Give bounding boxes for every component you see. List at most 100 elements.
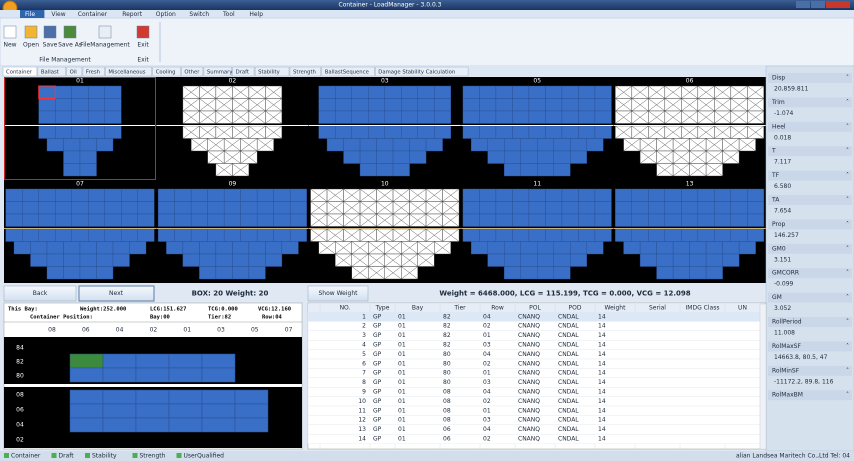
container-slot-filled bbox=[462, 85, 480, 99]
cell: CNANQ bbox=[518, 370, 540, 377]
menu-item[interactable]: Report bbox=[122, 11, 143, 18]
tab[interactable] bbox=[203, 66, 232, 77]
column-header[interactable]: POD bbox=[569, 305, 582, 312]
tab-label[interactable]: Other bbox=[184, 69, 200, 75]
show-weight-label[interactable]: Show Weight bbox=[319, 290, 359, 297]
container-slot-filled bbox=[104, 201, 122, 215]
slot-cross bbox=[376, 213, 394, 227]
container-slot-filled bbox=[63, 266, 81, 280]
maximize-button[interactable] bbox=[811, 1, 825, 8]
tab[interactable] bbox=[66, 66, 83, 77]
ribbon-button-label[interactable]: Exit bbox=[137, 42, 149, 49]
collapse-arrow: ˄ bbox=[846, 343, 849, 350]
tab[interactable] bbox=[2, 66, 38, 77]
property-header bbox=[768, 219, 852, 230]
menu-item[interactable]: Help bbox=[249, 11, 263, 18]
tab-label[interactable]: Damage Stability Calculation bbox=[378, 69, 455, 75]
column-header[interactable]: UN bbox=[738, 305, 747, 312]
button-icon[interactable] bbox=[43, 25, 57, 39]
tab-label[interactable]: Oil bbox=[70, 69, 77, 75]
container-slot-filled bbox=[289, 228, 307, 242]
tab[interactable] bbox=[105, 66, 152, 77]
tab[interactable] bbox=[82, 66, 105, 77]
column-header[interactable]: POL bbox=[529, 305, 541, 312]
menu-item[interactable]: Container bbox=[78, 11, 108, 18]
container-slot-filled bbox=[520, 150, 538, 164]
slot-cross bbox=[681, 85, 698, 99]
tab[interactable] bbox=[375, 66, 469, 77]
container-slot-filled bbox=[63, 253, 81, 267]
cell: 82 bbox=[443, 342, 451, 349]
ribbon-button-label[interactable]: Save As bbox=[58, 42, 82, 49]
status-item[interactable]: Strength bbox=[140, 453, 166, 460]
tab[interactable] bbox=[321, 66, 375, 77]
tab[interactable] bbox=[37, 66, 66, 77]
tab-label[interactable]: Ballast bbox=[41, 69, 59, 75]
property-value: 146.257 bbox=[774, 232, 799, 239]
menu-item[interactable]: Tool bbox=[222, 11, 235, 18]
slot-cross bbox=[215, 163, 233, 177]
back-label[interactable]: Back bbox=[33, 290, 48, 297]
column-header[interactable]: Weight bbox=[605, 305, 627, 312]
button-icon[interactable] bbox=[24, 25, 38, 39]
tab-label[interactable]: Draft bbox=[236, 69, 249, 75]
minimize-button[interactable] bbox=[796, 1, 810, 8]
container-slot-filled bbox=[232, 241, 250, 255]
status-item[interactable]: Draft bbox=[59, 453, 75, 460]
button-icon[interactable] bbox=[136, 25, 150, 39]
column-header[interactable]: IMDG Class bbox=[686, 305, 720, 312]
tab-label[interactable]: Miscellaneous bbox=[108, 69, 145, 75]
property-label: Trim bbox=[771, 99, 785, 106]
tab[interactable] bbox=[181, 66, 204, 77]
scrollbar[interactable] bbox=[759, 303, 767, 450]
tab-label[interactable]: BallastSequence bbox=[325, 69, 369, 75]
tab[interactable] bbox=[289, 66, 322, 77]
container-slot-filled bbox=[495, 125, 513, 139]
status-item[interactable]: Container bbox=[11, 453, 41, 460]
column-header[interactable]: Bay bbox=[412, 305, 424, 312]
container-slot-filled bbox=[351, 85, 369, 99]
status-bar bbox=[0, 451, 854, 461]
tab-label[interactable]: Container bbox=[6, 69, 33, 75]
tab[interactable] bbox=[152, 66, 181, 77]
back-button[interactable] bbox=[3, 285, 77, 302]
ribbon-button-label[interactable]: New bbox=[3, 42, 16, 49]
menu-item[interactable]: File bbox=[25, 11, 35, 18]
tab-label[interactable]: Strength bbox=[293, 69, 316, 75]
collapse-arrow: ˄ bbox=[846, 245, 849, 252]
close-button[interactable] bbox=[826, 1, 850, 8]
container-slot-filled bbox=[417, 85, 435, 99]
column-header[interactable]: Row bbox=[491, 305, 504, 312]
button-icon[interactable] bbox=[63, 25, 77, 39]
slot-cross bbox=[248, 85, 266, 99]
button-icon[interactable] bbox=[98, 25, 112, 39]
next-button[interactable] bbox=[78, 285, 155, 302]
collapse-arrow: ˄ bbox=[846, 75, 849, 82]
column-header[interactable]: Serial bbox=[649, 305, 666, 312]
status-item[interactable]: Stability bbox=[92, 453, 117, 460]
ribbon-button-label[interactable]: Save bbox=[43, 42, 58, 49]
property-label: TA bbox=[771, 197, 780, 204]
next-label[interactable]: Next bbox=[109, 290, 124, 297]
menu-item[interactable]: View bbox=[51, 11, 65, 18]
tab[interactable] bbox=[232, 66, 255, 77]
collapse-arrow: ˄ bbox=[846, 99, 849, 106]
menu-item[interactable]: Option bbox=[156, 11, 176, 18]
container-slot-filled bbox=[471, 241, 488, 255]
column-header[interactable]: Type bbox=[375, 305, 390, 312]
menu-item[interactable]: Switch bbox=[189, 11, 209, 18]
column-header[interactable]: NO. bbox=[340, 305, 351, 312]
status-item[interactable]: UserQualified bbox=[184, 453, 225, 460]
tab-label[interactable]: Stability bbox=[258, 69, 280, 75]
button-icon[interactable] bbox=[3, 25, 17, 39]
column-header[interactable]: Tier bbox=[453, 305, 466, 312]
tab-label[interactable]: Summary bbox=[207, 69, 233, 75]
ribbon-button-label[interactable]: Open bbox=[23, 42, 39, 49]
container-slot-filled bbox=[586, 241, 604, 255]
show-weight-button[interactable] bbox=[307, 285, 369, 302]
slot-cross bbox=[265, 85, 283, 99]
tab-label[interactable]: Fresh bbox=[86, 69, 100, 75]
ribbon-button-label[interactable]: FileManagement bbox=[80, 42, 130, 49]
tab[interactable] bbox=[254, 66, 290, 77]
tab-label[interactable]: Cooling bbox=[156, 69, 176, 75]
